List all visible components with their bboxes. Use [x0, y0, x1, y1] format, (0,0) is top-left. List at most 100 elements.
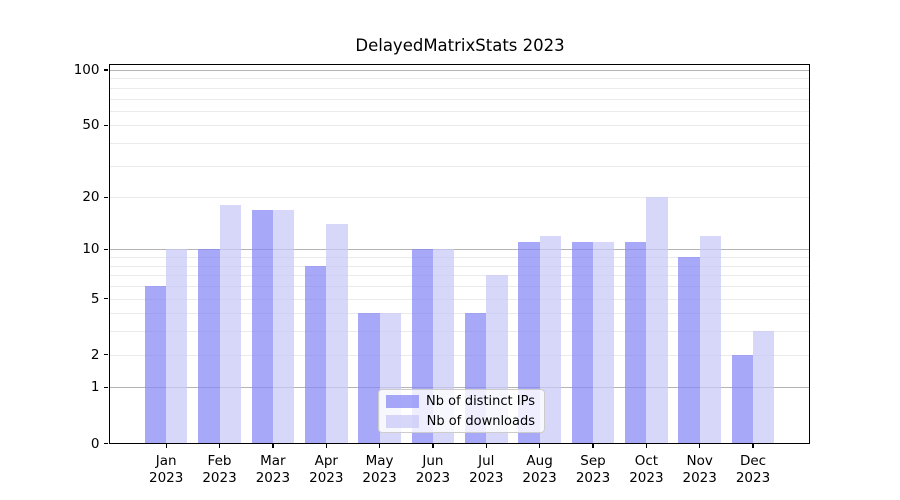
legend-label-downloads: Nb of downloads [426, 413, 535, 429]
x-label-month: Mar [260, 452, 286, 469]
x-label-month: Sep [580, 452, 606, 469]
x-tick-mark-aug [539, 443, 541, 448]
x-label-month: Nov [686, 452, 713, 469]
x-tick-mark-jun [432, 443, 434, 448]
x-label-month: Dec [739, 452, 767, 469]
y-tick-mark-2 [103, 354, 108, 356]
x-label-month: May [365, 452, 394, 469]
y-tick-label-50: 50 [82, 117, 100, 134]
gridline-major-10 [108, 249, 810, 251]
y-tick-label-100: 100 [73, 62, 100, 78]
x-label-year: 2023 [575, 470, 611, 486]
x-label-year: 2023 [469, 470, 504, 486]
gridline-minor-5 [108, 298, 810, 300]
x-tick-mark-nov [699, 443, 701, 448]
x-label-month: Aug [526, 452, 553, 469]
x-label-month: Jul [478, 452, 495, 469]
x-tick-mark-jan [165, 443, 167, 448]
x-label-month: Apr [314, 452, 338, 469]
y-tick-label-5: 5 [90, 290, 100, 307]
bar-downloads-nov [699, 235, 721, 444]
bar-downloads-apr [326, 224, 348, 444]
x-tick-mark-mar [272, 443, 274, 448]
gridline-minor-2 [108, 354, 810, 356]
x-tick-label-dec-2023: Dec 2023 [721, 453, 785, 488]
x-label-year: 2023 [522, 470, 557, 486]
bar-distinct-ips-dec [731, 354, 754, 444]
gridline-minor-70 [108, 98, 810, 100]
y-tick-mark-1 [103, 386, 108, 389]
y-tick-mark-50 [103, 124, 108, 126]
x-tick-label-sep-2023: Sep 2023 [561, 453, 625, 488]
bar-distinct-ips-feb [198, 249, 220, 444]
gridline-major-1 [108, 387, 810, 389]
gridline-minor-6 [108, 286, 810, 287]
bar-distinct-ips-jan [144, 286, 167, 444]
gridline-minor-90 [108, 78, 810, 80]
x-tick-label-oct-2023: Oct 2023 [614, 453, 678, 488]
y-tick-label-2: 2 [90, 346, 100, 363]
x-tick-label-jan-2023: Jan 2023 [134, 453, 198, 488]
x-label-year: 2023 [415, 470, 451, 486]
bar-distinct-ips-oct [625, 242, 647, 444]
x-tick-label-aug-2023: Aug 2023 [508, 453, 572, 488]
x-label-year: 2023 [362, 470, 397, 486]
legend-item-distinct-ips: Nb of distinct IPs [386, 394, 535, 409]
x-tick-mark-dec [752, 443, 754, 448]
y-tick-label-10: 10 [82, 241, 100, 258]
gridline-major-100 [108, 70, 810, 71]
x-label-month: Jan [155, 452, 177, 469]
x-label-year: 2023 [682, 470, 717, 486]
gridline-minor-4 [108, 313, 810, 315]
legend-item-downloads: Nb of downloads [386, 414, 535, 429]
x-label-year: 2023 [735, 470, 771, 486]
x-tick-label-feb-2023: Feb 2023 [188, 453, 252, 488]
x-tick-label-nov-2023: Nov 2023 [668, 453, 732, 488]
bar-distinct-ips-mar [251, 209, 273, 444]
gridline-minor-30 [108, 165, 810, 167]
bar-distinct-ips-nov [678, 257, 700, 444]
x-label-year: 2023 [255, 470, 291, 486]
y-tick-mark-5 [103, 297, 108, 300]
legend-swatch-distinct-ips [386, 394, 419, 408]
bar-downloads-dec [753, 331, 775, 444]
gridline-minor-60 [108, 110, 810, 112]
legend: Nb of distinct IPs Nb of downloads [378, 389, 545, 433]
gridline-minor-9 [108, 257, 810, 259]
bar-downloads-mar [272, 209, 295, 444]
y-tick-label-20: 20 [82, 189, 100, 206]
y-tick-label-1: 1 [90, 379, 100, 396]
bar-distinct-ips-apr [304, 265, 327, 444]
bar-downloads-jan [166, 249, 188, 444]
x-tick-label-jun-2023: Jun 2023 [401, 453, 465, 488]
gridline-minor-7 [108, 275, 810, 277]
gridline-minor-3 [108, 331, 810, 333]
x-tick-mark-oct [645, 443, 648, 448]
x-label-month: Oct [634, 452, 659, 469]
bar-downloads-feb [219, 205, 241, 444]
y-tick-mark-10 [103, 248, 108, 251]
x-tick-mark-feb [218, 443, 221, 448]
legend-label-distinct-ips: Nb of distinct IPs [426, 393, 535, 409]
y-tick-mark-20 [103, 196, 108, 198]
gridline-minor-20 [108, 197, 810, 199]
x-tick-label-mar-2023: Mar 2023 [241, 453, 305, 488]
x-tick-label-apr-2023: Apr 2023 [294, 453, 358, 488]
x-tick-mark-apr [325, 443, 327, 448]
bar-distinct-ips-may [358, 313, 380, 444]
x-tick-label-jul-2023: Jul 2023 [454, 453, 518, 488]
bar-downloads-sep [593, 242, 615, 444]
gridline-minor-80 [108, 87, 810, 89]
x-tick-mark-may [379, 443, 381, 448]
x-tick-mark-jul [485, 443, 487, 448]
legend-swatch-downloads [386, 414, 419, 428]
x-label-year: 2023 [149, 470, 184, 486]
bar-downloads-oct [646, 197, 668, 444]
y-tick-label-0: 0 [90, 435, 100, 452]
x-label-month: Feb [207, 452, 232, 469]
gridline-minor-8 [108, 265, 810, 267]
gridline-minor-40 [108, 143, 810, 144]
plot-area [108, 63, 810, 444]
gridline-minor-50 [108, 125, 810, 127]
